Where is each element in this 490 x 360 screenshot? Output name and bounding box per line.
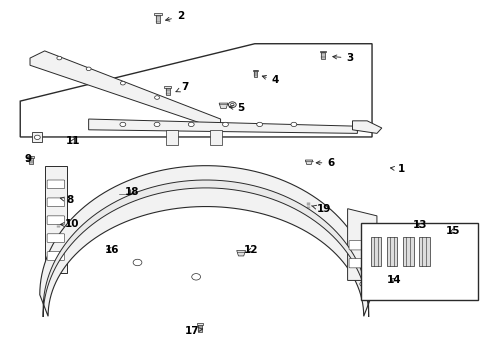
Text: 14: 14: [387, 275, 402, 285]
FancyBboxPatch shape: [47, 252, 65, 260]
Polygon shape: [89, 119, 357, 134]
Bar: [419, 237, 430, 266]
Bar: [197, 323, 203, 325]
Polygon shape: [347, 209, 377, 280]
Text: 3: 3: [333, 53, 354, 63]
Text: 8: 8: [60, 195, 74, 206]
Bar: [56, 221, 60, 228]
Bar: [361, 223, 478, 300]
Text: 15: 15: [446, 226, 461, 236]
Text: 18: 18: [124, 187, 139, 197]
Polygon shape: [352, 121, 382, 134]
Circle shape: [121, 81, 125, 85]
Text: 2: 2: [166, 12, 184, 22]
Circle shape: [154, 122, 160, 127]
Polygon shape: [43, 180, 368, 317]
Text: 7: 7: [176, 82, 189, 93]
Bar: [166, 130, 177, 145]
FancyBboxPatch shape: [349, 258, 373, 268]
Bar: [254, 71, 257, 77]
FancyBboxPatch shape: [349, 240, 373, 250]
Text: 16: 16: [105, 244, 120, 255]
Bar: [385, 277, 391, 278]
Circle shape: [450, 283, 459, 289]
Text: 5: 5: [229, 103, 245, 113]
Circle shape: [155, 96, 159, 99]
Text: 4: 4: [262, 75, 279, 85]
Circle shape: [257, 122, 263, 127]
Bar: [321, 52, 325, 59]
Text: 11: 11: [66, 136, 80, 146]
FancyBboxPatch shape: [47, 216, 65, 225]
Bar: [305, 201, 312, 202]
Text: 13: 13: [413, 220, 427, 230]
Bar: [29, 157, 33, 164]
Bar: [55, 220, 61, 221]
Text: 17: 17: [185, 325, 203, 336]
Circle shape: [228, 102, 236, 108]
Text: 19: 19: [312, 204, 331, 215]
Text: 12: 12: [244, 245, 258, 255]
Bar: [253, 69, 258, 71]
Polygon shape: [40, 166, 372, 316]
Polygon shape: [119, 193, 127, 198]
FancyBboxPatch shape: [47, 198, 65, 207]
Bar: [403, 237, 414, 266]
Bar: [165, 86, 171, 88]
Bar: [210, 130, 221, 145]
Circle shape: [230, 103, 234, 106]
Polygon shape: [20, 44, 372, 137]
Polygon shape: [30, 51, 220, 130]
Polygon shape: [450, 278, 459, 284]
Bar: [154, 13, 162, 15]
Polygon shape: [305, 160, 313, 165]
Polygon shape: [45, 166, 67, 273]
Circle shape: [86, 67, 91, 71]
Bar: [156, 14, 160, 23]
Circle shape: [192, 274, 200, 280]
Circle shape: [291, 122, 297, 127]
Bar: [32, 132, 42, 142]
Text: 9: 9: [24, 154, 32, 164]
Bar: [28, 156, 34, 158]
Text: 1: 1: [391, 164, 405, 174]
Polygon shape: [237, 251, 245, 256]
Bar: [370, 237, 381, 266]
Text: 10: 10: [60, 220, 79, 229]
Bar: [166, 87, 170, 95]
Circle shape: [57, 56, 62, 60]
Circle shape: [34, 135, 40, 139]
Bar: [386, 278, 390, 285]
Bar: [320, 51, 326, 52]
FancyBboxPatch shape: [47, 180, 65, 189]
Circle shape: [120, 122, 126, 127]
Bar: [307, 202, 311, 208]
Text: 6: 6: [316, 158, 335, 168]
Circle shape: [222, 122, 228, 127]
FancyBboxPatch shape: [47, 234, 65, 242]
Polygon shape: [219, 103, 228, 109]
Circle shape: [453, 284, 457, 287]
Bar: [387, 237, 397, 266]
Circle shape: [188, 122, 194, 127]
Circle shape: [133, 259, 142, 266]
Bar: [198, 324, 202, 332]
Circle shape: [360, 282, 367, 287]
